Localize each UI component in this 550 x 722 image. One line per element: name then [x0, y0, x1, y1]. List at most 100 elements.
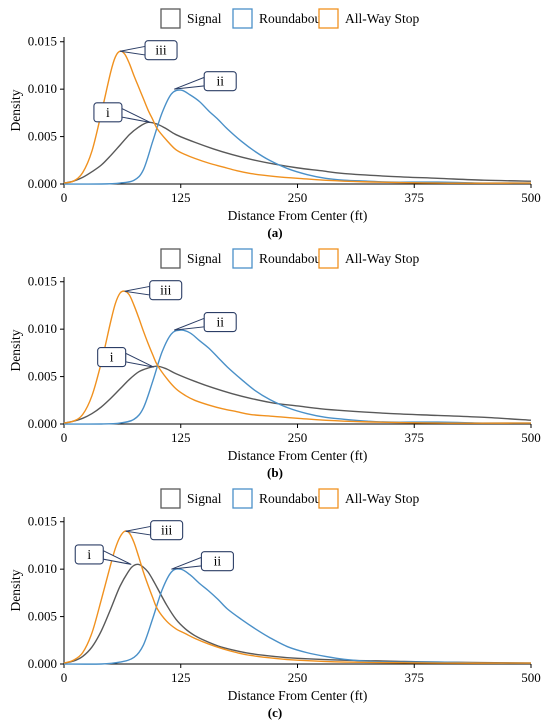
- legend-swatch: [318, 488, 339, 509]
- callout-box: [203, 71, 237, 92]
- x-tick-label: 125: [171, 430, 191, 445]
- callout-label: ii: [216, 315, 224, 330]
- legend-swatch: [232, 248, 253, 269]
- callout-i: i: [74, 544, 132, 565]
- callout-label: i: [87, 547, 91, 562]
- legend-label: Roundabout: [259, 251, 325, 266]
- legend-swatch: [318, 248, 339, 269]
- legend-label: Signal: [187, 11, 222, 26]
- x-axis-label: Distance From Center (ft): [228, 688, 368, 703]
- callout-label: ii: [214, 554, 222, 569]
- y-tick-label: 0.005: [28, 129, 57, 144]
- series-line-signal: [63, 563, 532, 664]
- x-tick-label: 375: [405, 670, 425, 685]
- y-tick-label: 0.015: [28, 274, 57, 289]
- x-tick-label: 250: [288, 430, 308, 445]
- chart-panel-a: Signal Roundabout All-Way Stop 0 125 250 375 50…: [8, 8, 541, 240]
- y-tick-label: 0.000: [28, 416, 57, 431]
- callout-i: i: [97, 347, 154, 368]
- y-tick-label: 0.010: [28, 561, 57, 576]
- legend-label: Signal: [187, 251, 222, 266]
- x-axis-label: Distance From Center (ft): [228, 448, 368, 463]
- callout-label: iii: [161, 523, 173, 538]
- x-tick-label: 500: [521, 430, 541, 445]
- y-tick-label: 0.015: [28, 34, 57, 49]
- legend-label: Signal: [187, 491, 222, 506]
- callout-box: [149, 280, 183, 301]
- callout-label: i: [106, 105, 110, 120]
- callout-box: [150, 520, 184, 541]
- callout-ii: ii: [174, 71, 237, 92]
- callout-box: [97, 347, 127, 368]
- legend-swatch: [160, 488, 181, 509]
- callout-iii: iii: [119, 40, 178, 61]
- series-line-roundabout: [63, 89, 532, 185]
- x-tick-label: 500: [521, 670, 541, 685]
- legend-label: Roundabout: [259, 11, 325, 26]
- callout-box: [144, 40, 178, 61]
- legend-swatch: [160, 248, 181, 269]
- series-line-signal: [63, 365, 532, 424]
- x-axis-label: Distance From Center (ft): [228, 208, 368, 223]
- panel-caption: (b): [267, 465, 283, 480]
- x-tick-label: 0: [61, 190, 68, 205]
- series-line-all-way-stop: [63, 530, 532, 664]
- callout-iii: iii: [125, 520, 184, 541]
- x-tick-label: 125: [171, 670, 191, 685]
- x-tick-label: 250: [288, 190, 308, 205]
- x-tick-label: 125: [171, 190, 191, 205]
- panel-caption: (c): [268, 705, 282, 720]
- x-tick-label: 500: [521, 190, 541, 205]
- series-line-signal: [63, 121, 532, 184]
- legend-swatch: [232, 488, 253, 509]
- callout-label: iii: [160, 283, 172, 298]
- legend-swatch: [318, 8, 339, 29]
- panel-caption: (a): [267, 225, 282, 240]
- callout-label: ii: [216, 74, 224, 89]
- legend-swatch: [160, 8, 181, 29]
- callout-box: [203, 312, 237, 333]
- series-line-all-way-stop: [63, 290, 532, 424]
- x-tick-label: 250: [288, 670, 308, 685]
- chart-panel-b: Signal Roundabout All-Way Stop 0 125 250 375 50…: [8, 248, 541, 480]
- y-tick-label: 0.010: [28, 321, 57, 336]
- callout-pointer: [174, 317, 205, 331]
- y-tick-label: 0.015: [28, 514, 57, 529]
- legend-label: All-Way Stop: [345, 11, 420, 26]
- y-axis-label: Density: [8, 89, 23, 131]
- callout-label: iii: [155, 43, 167, 58]
- callout-box: [93, 102, 123, 123]
- callout-ii: ii: [174, 312, 237, 333]
- callout-box: [74, 544, 104, 565]
- y-axis-label: Density: [8, 329, 23, 371]
- callout-pointer: [125, 352, 154, 368]
- callout-pointer: [171, 556, 202, 570]
- chart-panel-c: Signal Roundabout All-Way Stop 0 125 250 375 50…: [8, 488, 541, 720]
- y-axis-label: Density: [8, 569, 23, 611]
- callout-pointer: [174, 76, 205, 90]
- x-tick-label: 375: [405, 430, 425, 445]
- y-tick-label: 0.000: [28, 656, 57, 671]
- callout-ii: ii: [171, 551, 234, 572]
- y-tick-label: 0.005: [28, 609, 57, 624]
- legend-swatch: [232, 8, 253, 29]
- series-line-roundabout: [63, 568, 532, 665]
- y-tick-label: 0.010: [28, 81, 57, 96]
- callout-i: i: [93, 102, 151, 123]
- callout-label: i: [110, 350, 114, 365]
- legend-label: All-Way Stop: [345, 251, 420, 266]
- x-tick-label: 0: [61, 670, 68, 685]
- callout-iii: iii: [124, 280, 183, 301]
- y-tick-label: 0.000: [28, 176, 57, 191]
- callout-pointer: [121, 107, 151, 123]
- callout-box: [200, 551, 234, 572]
- x-tick-label: 0: [61, 430, 68, 445]
- y-tick-label: 0.005: [28, 369, 57, 384]
- legend-label: All-Way Stop: [345, 491, 420, 506]
- series-line-roundabout: [63, 329, 532, 425]
- series-line-all-way-stop: [63, 50, 532, 184]
- legend-label: Roundabout: [259, 491, 325, 506]
- callout-pointer: [102, 549, 132, 565]
- x-tick-label: 375: [405, 190, 425, 205]
